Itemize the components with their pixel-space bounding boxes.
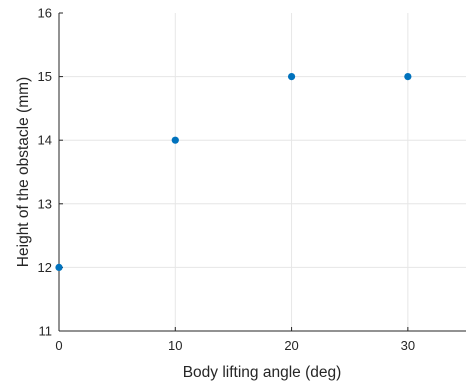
data-point [55, 263, 63, 271]
y-tick-label: 14 [38, 133, 52, 148]
x-tick-label: 10 [168, 338, 182, 353]
x-tick-label: 0 [55, 338, 62, 353]
x-tick-label: 30 [401, 338, 415, 353]
data-point [404, 73, 412, 81]
x-axis-title: Body lifting angle (deg) [183, 364, 342, 381]
axes-layer [58, 13, 466, 332]
data-point [171, 136, 179, 144]
y-axis-title: Height of the obstacle (mm) [15, 77, 32, 267]
grid-layer [59, 13, 466, 331]
y-tick-label: 13 [38, 196, 52, 211]
x-tick-label: 20 [284, 338, 298, 353]
y-tick-label: 15 [38, 69, 52, 84]
y-tick-label: 11 [39, 324, 53, 339]
y-tick-label: 12 [38, 260, 52, 275]
points-layer [55, 73, 412, 271]
data-point [287, 73, 296, 81]
y-tick-label: 16 [38, 6, 52, 21]
tick-layer: 0 10 20 30 11 12 13 14 15 16 [38, 6, 416, 354]
